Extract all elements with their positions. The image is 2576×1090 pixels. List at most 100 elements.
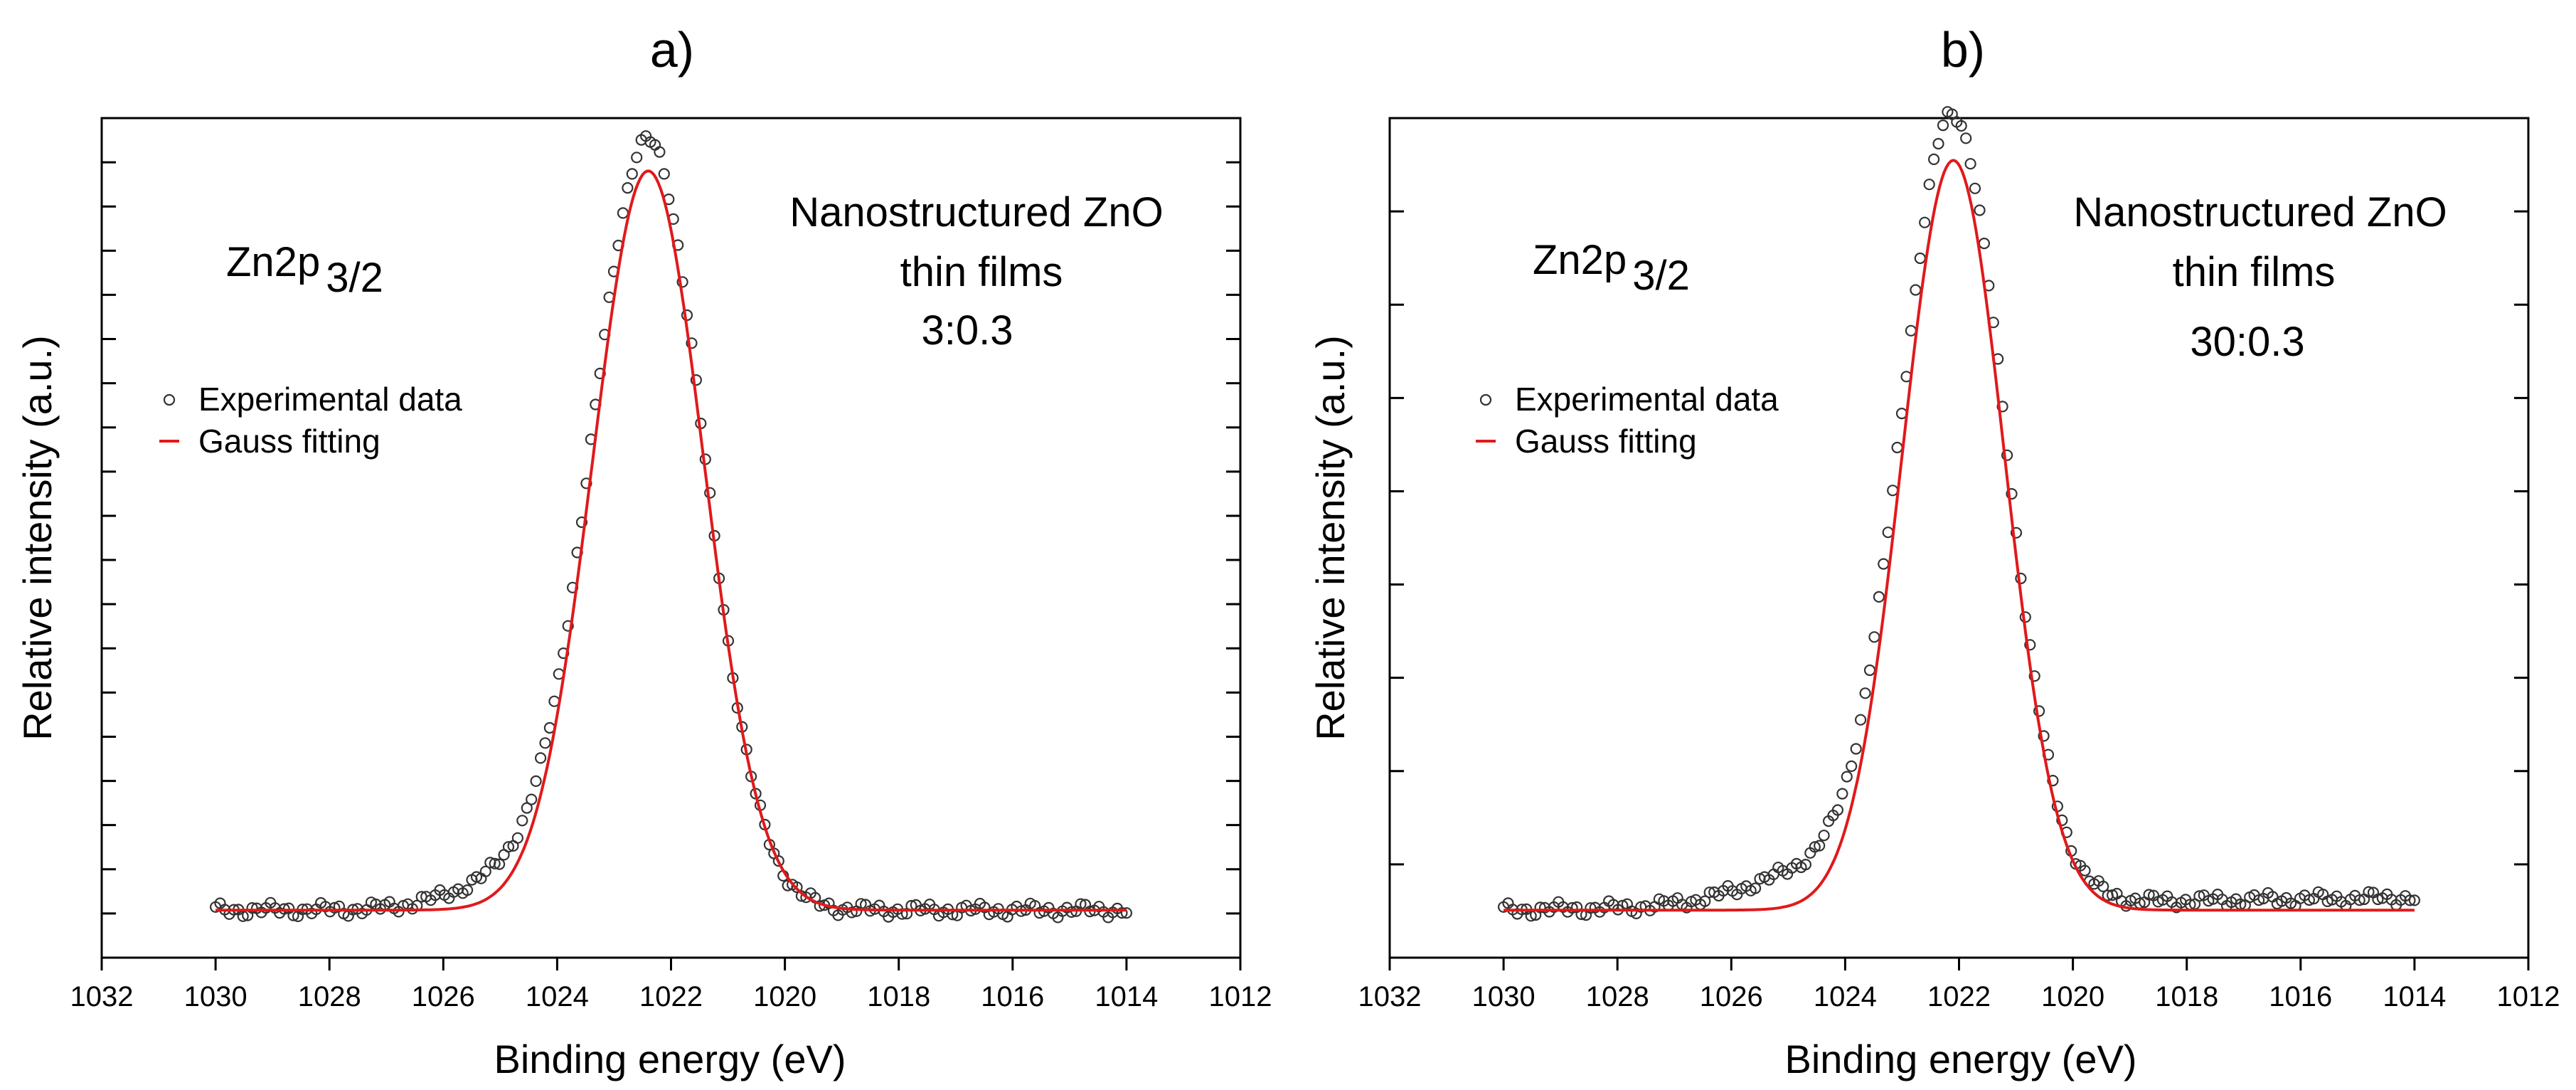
data-point [1750, 882, 1762, 894]
x-tick-label: 1024 [526, 981, 589, 1012]
data-point [1799, 858, 1811, 871]
species-subscript: 3/2 [326, 255, 383, 301]
data-point [1534, 901, 1546, 914]
data-point [772, 854, 784, 867]
data-point [2056, 814, 2068, 827]
x-tick-label: 1018 [2155, 981, 2218, 1012]
x-tick-label: 1018 [867, 981, 930, 1012]
x-axis-ticks [100, 958, 1242, 970]
data-point [516, 815, 528, 827]
data-point [2408, 894, 2420, 906]
data-point [1914, 252, 1926, 265]
data-point [1937, 120, 1949, 132]
data-point [534, 752, 547, 764]
legend-label-experimental: Experimental data [1515, 381, 1779, 418]
data-point [676, 276, 688, 288]
x-tick-label: 1032 [1358, 981, 1422, 1012]
legend: Experimental data Gauss fitting [1476, 381, 1779, 460]
species-label: Zn2p 3/2 [1533, 237, 1690, 299]
data-point [2363, 886, 2375, 898]
panel-a: a) 1032 1030 1028 1026 1024 1022 1020 1018 1016 1… [15, 22, 1272, 1081]
data-point [617, 207, 629, 219]
x-tick-label: 1024 [1814, 981, 1877, 1012]
x-tick-label: 1028 [1586, 981, 1649, 1012]
data-point [1699, 895, 1711, 907]
legend-label-gauss: Gauss fitting [198, 423, 380, 460]
data-point [1846, 760, 1858, 773]
data-point [1841, 771, 1853, 783]
data-point [1120, 907, 1133, 919]
x-tick-label: 1016 [981, 981, 1044, 1012]
x-tick-label: 1032 [70, 981, 134, 1012]
legend-label-gauss: Gauss fitting [1515, 423, 1697, 460]
y-axis-ticks [1390, 210, 2528, 866]
data-point [2028, 670, 2040, 682]
x-axis-tick-labels: 1032 1030 1028 1026 1024 1022 1020 1018 1016 1014… [1358, 981, 2560, 1012]
data-point [575, 516, 588, 529]
data-point [2006, 487, 2018, 500]
data-point [1974, 204, 1986, 216]
data-point [2024, 639, 2036, 651]
x-tick-label: 1028 [298, 981, 361, 1012]
data-point [1831, 804, 1843, 816]
x-axis-label: Binding energy (eV) [1785, 1037, 2137, 1081]
annotation-title-line1: Nanostructured ZnO [789, 189, 1163, 236]
x-tick-label: 1022 [1927, 981, 1991, 1012]
data-point [658, 168, 670, 180]
data-point [686, 337, 698, 349]
data-point [2001, 449, 2013, 461]
data-point [1910, 284, 1922, 296]
data-point [493, 858, 506, 870]
panel-label: b) [1941, 22, 1985, 78]
data-point [2010, 527, 2023, 539]
data-point [622, 182, 634, 194]
data-point [1905, 324, 1917, 337]
data-point [2097, 880, 2109, 893]
data-point [530, 775, 542, 788]
data-point [1818, 830, 1830, 842]
data-point [1887, 485, 1899, 497]
y-axis-label: Relative intensity (a.u.) [1308, 335, 1353, 741]
species-main: Zn2p [226, 239, 320, 285]
annotation-ratio: 3:0.3 [922, 307, 1013, 354]
x-axis-label: Binding energy (eV) [494, 1037, 846, 1081]
experimental-data-markers [1498, 106, 2420, 922]
data-point [1923, 179, 1935, 191]
y-axis-ticks [102, 161, 1240, 915]
species-main: Zn2p [1533, 237, 1627, 283]
panel-label: a) [650, 22, 694, 78]
data-point [1859, 687, 1871, 699]
data-point [521, 802, 533, 814]
annotation-title-line1: Nanostructured ZnO [2073, 189, 2447, 236]
data-point [461, 884, 474, 896]
data-point [2143, 889, 2155, 901]
x-tick-label: 1020 [2041, 981, 2104, 1012]
legend-marker-experimental [163, 393, 176, 406]
data-point [654, 146, 666, 158]
data-point [1955, 120, 1967, 132]
x-tick-label: 1014 [1095, 981, 1158, 1012]
panel-b: b) 1032 1030 1028 1026 1024 1022 1020 1018 1016 1… [1308, 22, 2560, 1081]
data-point [1919, 216, 1931, 228]
data-point [1960, 132, 1972, 144]
data-point [1964, 158, 1976, 170]
data-point [489, 857, 501, 869]
data-point [1873, 591, 1885, 603]
data-point [1928, 153, 1940, 165]
data-point [2303, 894, 2315, 906]
legend-marker-experimental [1479, 393, 1492, 406]
data-point [539, 737, 551, 749]
data-point [329, 901, 341, 914]
x-tick-label: 1022 [639, 981, 703, 1012]
data-point [1065, 906, 1077, 919]
data-point [511, 832, 524, 844]
data-point [631, 152, 643, 164]
data-point [246, 901, 258, 914]
y-axis-label: Relative intensity (a.u.) [15, 335, 60, 741]
x-tick-label: 1012 [1209, 981, 1272, 1012]
data-point [1814, 840, 1826, 852]
x-axis-tick-labels: 1032 1030 1028 1026 1024 1022 1020 1018 1016 1014… [70, 981, 1272, 1012]
x-tick-label: 1014 [2383, 981, 2446, 1012]
data-point [2079, 864, 2091, 877]
